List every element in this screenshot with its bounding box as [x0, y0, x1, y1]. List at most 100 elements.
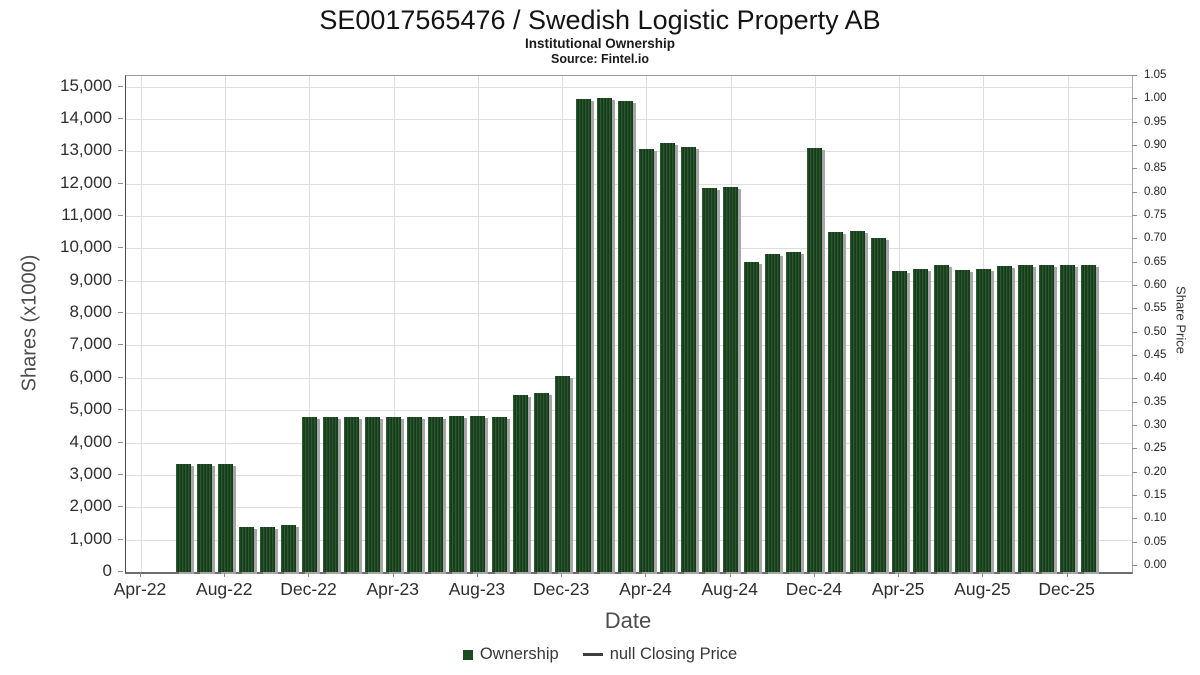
y-tick-label: 14,000: [60, 107, 112, 127]
y2-tick-mark: [1132, 145, 1137, 146]
ownership-bar[interactable]: [407, 417, 423, 572]
ownership-bar[interactable]: [596, 97, 612, 572]
ownership-bar[interactable]: [238, 526, 254, 572]
ownership-bar[interactable]: [533, 393, 549, 572]
y2-tick-label: 1.00: [1144, 92, 1167, 105]
x-tick-label: Apr-23: [366, 579, 419, 599]
y-tick-label: 9,000: [69, 269, 112, 289]
y2-tick-label: 0.95: [1144, 115, 1167, 128]
y-tick-mark: [118, 247, 123, 249]
y-tick-label: 7,000: [69, 334, 112, 354]
y-tick-label: 4,000: [69, 431, 112, 451]
ownership-bar[interactable]: [786, 252, 802, 572]
ownership-bar[interactable]: [323, 417, 339, 572]
y2-tick-mark: [1132, 355, 1137, 356]
y-tick-label: 10,000: [60, 237, 112, 257]
y-tick-mark: [118, 312, 123, 314]
ownership-bar[interactable]: [1039, 264, 1055, 572]
y2-tick-mark: [1132, 425, 1137, 426]
ownership-bar[interactable]: [807, 148, 823, 572]
ownership-bar[interactable]: [554, 375, 570, 572]
ownership-bar[interactable]: [638, 149, 654, 572]
ownership-bar[interactable]: [196, 463, 212, 572]
ownership-bar[interactable]: [723, 187, 739, 572]
v-gridline: [562, 76, 564, 572]
x-tick-label: Dec-25: [1038, 579, 1095, 599]
ownership-bar[interactable]: [470, 416, 486, 572]
ownership-bar[interactable]: [512, 395, 528, 572]
y-tick-label: 15,000: [60, 75, 112, 95]
v-gridline: [477, 76, 479, 572]
y2-tick-label: 0.35: [1144, 395, 1167, 408]
ownership-bar[interactable]: [217, 463, 233, 572]
ownership-bar[interactable]: [386, 417, 402, 572]
y2-tick-label: 0.10: [1144, 512, 1167, 525]
ownership-swatch-icon: [462, 649, 473, 660]
ownership-bar[interactable]: [975, 269, 991, 572]
ownership-bar[interactable]: [891, 271, 907, 572]
y2-tick-label: 0.65: [1144, 255, 1167, 268]
y2-tick-mark: [1132, 471, 1137, 473]
ownership-bar[interactable]: [702, 187, 718, 572]
ownership-bar[interactable]: [175, 463, 191, 572]
y-axis-title: Shares (x1000): [18, 254, 41, 392]
chart-title: SE0017565476 / Swedish Logistic Property…: [319, 5, 881, 35]
x-tick-label: Dec-23: [532, 579, 590, 599]
y2-tick-label: 0.20: [1144, 465, 1167, 478]
ownership-bar[interactable]: [849, 230, 865, 572]
y-tick-mark: [118, 85, 123, 87]
ownership-bar[interactable]: [660, 143, 675, 572]
legend-item-closing-price[interactable]: null Closing Price: [582, 645, 737, 664]
ownership-bar[interactable]: [744, 261, 760, 572]
y-tick-label: 0: [102, 561, 112, 580]
y-tick-mark: [118, 117, 123, 119]
ownership-bar[interactable]: [1060, 264, 1076, 572]
ownership-bar[interactable]: [933, 265, 949, 572]
y2-tick-mark: [1132, 401, 1137, 403]
ownership-bar[interactable]: [996, 265, 1012, 572]
ownership-bar[interactable]: [912, 269, 928, 572]
ownership-bar[interactable]: [828, 231, 844, 572]
y2-tick-mark: [1132, 495, 1137, 496]
ownership-bar[interactable]: [365, 417, 381, 572]
ownership-bar[interactable]: [1018, 264, 1034, 572]
ownership-bar[interactable]: [280, 525, 296, 572]
ownership-bar[interactable]: [259, 526, 275, 572]
y2-tick-label: 0.00: [1144, 559, 1167, 571]
ownership-bar[interactable]: [870, 237, 886, 572]
v-gridline: [225, 76, 227, 572]
ownership-bar[interactable]: [681, 146, 697, 572]
y2-tick-mark: [1132, 168, 1137, 170]
y-tick-mark: [118, 214, 123, 216]
x-tick-label: Aug-25: [954, 579, 1011, 599]
legend-item-ownership[interactable]: Ownership: [462, 645, 559, 664]
v-gridline: [393, 76, 395, 572]
ownership-bar[interactable]: [617, 101, 633, 572]
x-axis: Apr-22 Aug-22 Dec-22 Apr-23 Aug-23 Dec-23 Apr-…: [114, 573, 1131, 603]
y-tick-mark: [118, 441, 123, 443]
ownership-bar[interactable]: [1081, 264, 1097, 572]
ownership-bar[interactable]: [575, 98, 591, 572]
y-tick-mark: [118, 344, 123, 346]
y-tick-mark: [118, 571, 123, 572]
v-gridline: [309, 76, 311, 572]
y2-tick-mark: [1132, 261, 1137, 263]
v-gridline: [141, 76, 142, 572]
ownership-bar[interactable]: [301, 417, 317, 572]
ownership-bar[interactable]: [344, 417, 360, 572]
y2-tick-label: 0.40: [1144, 372, 1167, 385]
ownership-bar[interactable]: [954, 270, 970, 572]
ownership-bar[interactable]: [428, 417, 444, 572]
x-tick-label: Dec-22: [280, 579, 337, 599]
y2-tick-label: 0.75: [1144, 209, 1167, 221]
h-gridline: [126, 86, 1132, 88]
ownership-bar[interactable]: [449, 416, 465, 572]
y-tick-mark: [118, 409, 123, 411]
y2-tick-label: 0.05: [1144, 535, 1167, 548]
ownership-bar[interactable]: [491, 416, 507, 572]
x-tick-label: Apr-24: [619, 579, 672, 599]
left-axis: 0 1,000 2,000 3,000 4,000 5,000 6,000 7,000 8,00…: [0, 75, 124, 580]
x-tick-label: Dec-24: [785, 579, 843, 599]
ownership-bar[interactable]: [765, 253, 781, 572]
